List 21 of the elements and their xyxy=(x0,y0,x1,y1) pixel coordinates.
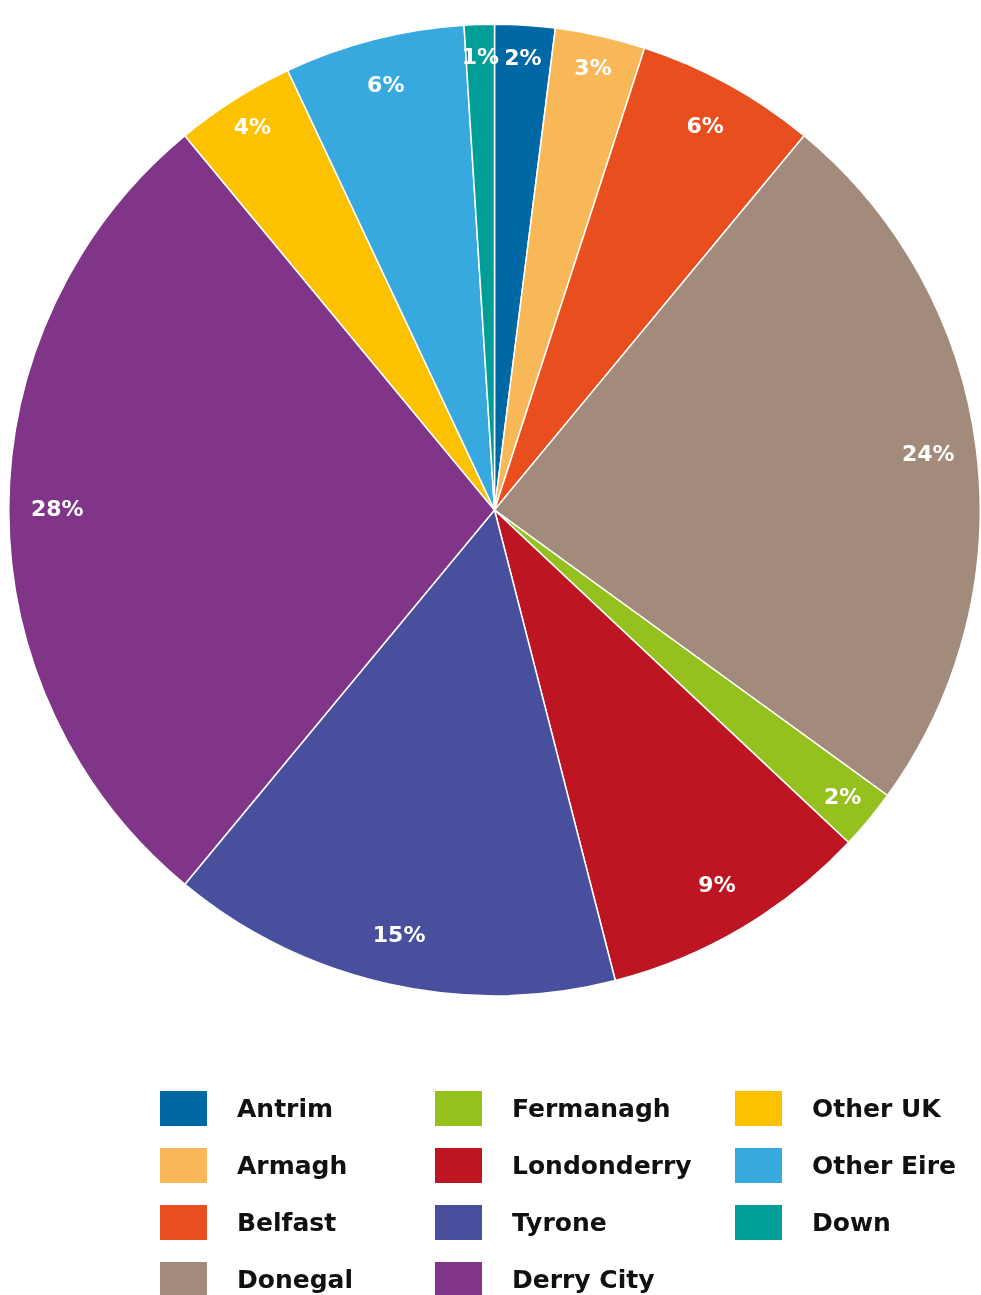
data-label: 28% xyxy=(30,495,84,521)
legend-label: Londonderry xyxy=(512,1151,692,1180)
data-label: 6% xyxy=(367,72,405,98)
legend-label: Down xyxy=(812,1208,891,1237)
legend-label: Belfast xyxy=(237,1208,337,1237)
legend-label: Donegal xyxy=(237,1265,354,1294)
data-label: 2% xyxy=(823,783,862,809)
data-label: 15% xyxy=(372,922,426,948)
data-label: 24% xyxy=(901,440,955,466)
legend-label: Derry City xyxy=(512,1265,655,1294)
legend-label: Fermanagh xyxy=(512,1094,671,1123)
legend-label: Other Eire xyxy=(812,1151,956,1180)
data-label: 6% xyxy=(686,112,724,138)
legend-label: Armagh xyxy=(237,1151,348,1180)
legend-label: Antrim xyxy=(237,1094,334,1123)
data-label: 3% xyxy=(574,54,612,80)
data-label: 2% xyxy=(504,44,542,70)
legend-label: Tyrone xyxy=(512,1208,607,1237)
data-label: 4% xyxy=(233,114,272,140)
legend-label: Other UK xyxy=(812,1094,941,1123)
data-label: 9% xyxy=(698,872,736,898)
